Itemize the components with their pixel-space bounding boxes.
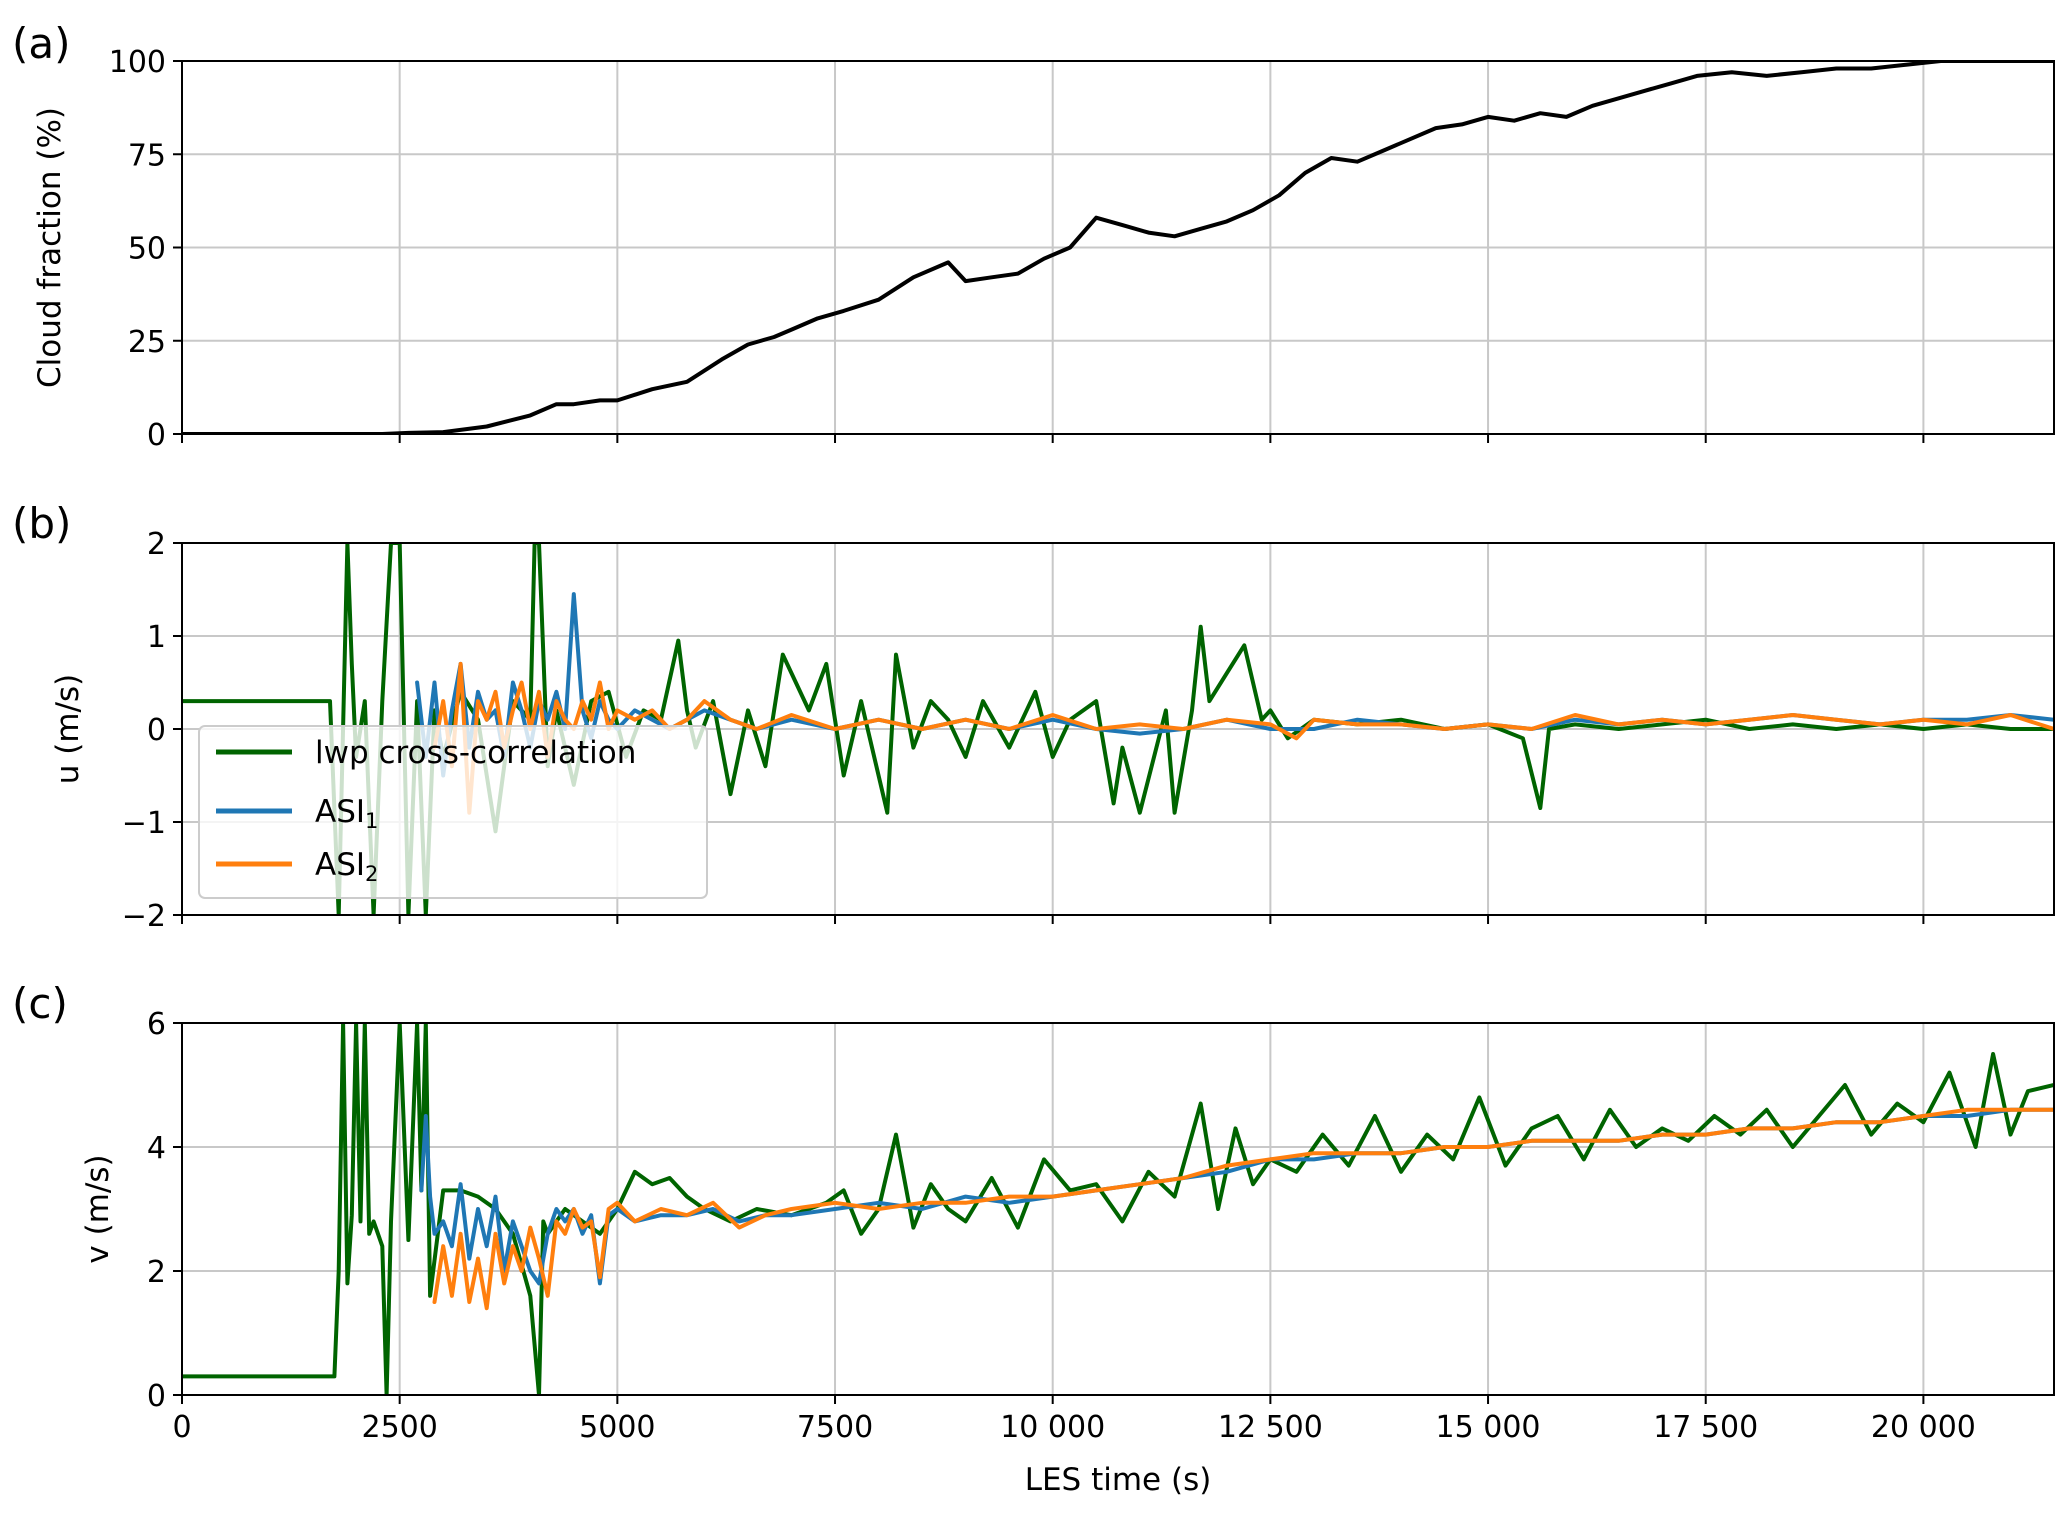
panel-c-ytick-label: 0 (147, 1379, 166, 1414)
legend-box (198, 725, 708, 899)
legend-label-asi2: ASI2 (315, 847, 378, 886)
panel-b: −2 −1 0 1 2 (b) u (m/s) lwp cross-correlatio… (12, 499, 2055, 934)
panel-c-ylabel: v (m/s) (80, 1154, 116, 1263)
panel-c-frame (181, 1022, 2055, 1396)
panel-c-ytick-label: 2 (147, 1255, 166, 1290)
panel-c-ytick-label: 6 (147, 1007, 166, 1042)
panel-b-series-asi2 (432, 661, 2054, 815)
legend-label-lwp: lwp cross-correlation (315, 735, 636, 771)
panel-c-xtick-label: 2500 (361, 1410, 437, 1445)
panel-a-ytick-label: 25 (128, 325, 166, 360)
legend-label-asi1-sub: 1 (365, 809, 378, 833)
panel-c-xtick-label: 15 000 (1436, 1410, 1541, 1445)
panel-a-plot-area (182, 61, 2054, 434)
panel-a-ytick-label: 0 (147, 418, 166, 453)
panel-b-ytick-label: 2 (147, 527, 166, 562)
panel-b-ytick-label: −2 (122, 899, 166, 934)
legend-label-asi1: ASI1 (315, 794, 378, 833)
panel-label-a: (a) (12, 19, 71, 68)
panel-a-ylabel: Cloud fraction (%) (32, 107, 68, 388)
panel-c-xtick-label: 12 500 (1218, 1410, 1323, 1445)
panel-b-ticks: −2 −1 0 1 2 (122, 527, 1925, 934)
panel-c-xtick-label: 20 000 (1871, 1410, 1976, 1445)
panel-b-ylabel: u (m/s) (50, 674, 86, 784)
panel-a-ytick-label: 75 (128, 138, 166, 173)
panel-c: 0 2500 5000 7500 10 000 12 500 15 000 17 500 20 … (12, 979, 2055, 1445)
legend-label-asi2-main: ASI (315, 847, 365, 883)
panel-label-c: (c) (12, 979, 68, 1028)
panel-c-xtick-label: 7500 (797, 1410, 873, 1445)
legend-label-asi1-main: ASI (315, 794, 365, 830)
panel-b-ytick-label: 0 (147, 713, 166, 748)
panel-a-series-cloud_fraction (182, 61, 2054, 434)
panel-c-ytick-label: 4 (147, 1131, 166, 1166)
panel-c-plot-area (182, 1023, 2054, 1395)
legend-label-asi2-sub: 2 (365, 862, 378, 886)
x-axis-label: LES time (s) (1025, 1462, 1212, 1498)
panel-a-ticks: 0 25 50 75 100 (109, 45, 1925, 453)
panel-a-ytick-label: 100 (109, 45, 166, 80)
panel-c-xtick-label: 10 000 (1000, 1410, 1105, 1445)
panel-c-ticks: 0 2500 5000 7500 10 000 12 500 15 000 17 500 20 … (147, 1007, 1976, 1445)
panel-b-ytick-label: −1 (122, 806, 166, 841)
panel-c-xtick-label: 5000 (579, 1410, 655, 1445)
panel-c-series-asi2 (432, 1107, 2054, 1311)
panel-a: 0 25 50 75 100 (a) Cloud fraction (%) (12, 19, 2055, 453)
panel-c-xtick-label: 0 (172, 1410, 191, 1445)
panel-c-xtick-label: 17 500 (1653, 1410, 1758, 1445)
panel-b-ytick-label: 1 (147, 620, 166, 655)
legend: lwp cross-correlation ASI1 ASI2 (198, 725, 708, 899)
panel-a-ytick-label: 50 (128, 232, 166, 267)
panel-label-b: (b) (12, 499, 71, 548)
